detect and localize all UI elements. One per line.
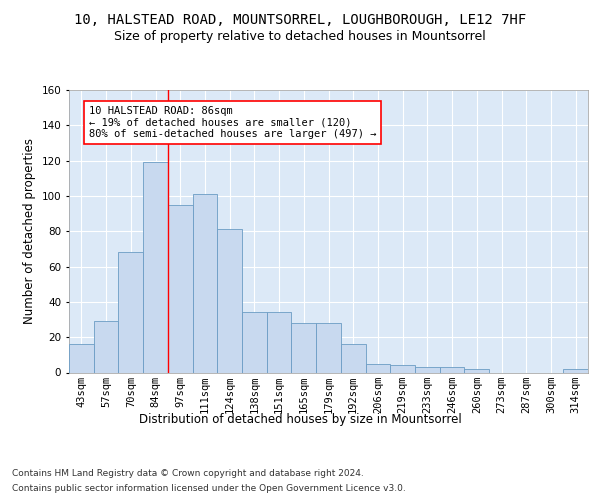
Bar <box>563 369 588 372</box>
Bar <box>267 312 292 372</box>
Bar <box>217 230 242 372</box>
Bar <box>316 323 341 372</box>
Bar <box>143 162 168 372</box>
Bar <box>341 344 365 372</box>
Text: Contains HM Land Registry data © Crown copyright and database right 2024.: Contains HM Land Registry data © Crown c… <box>12 469 364 478</box>
Text: Size of property relative to detached houses in Mountsorrel: Size of property relative to detached ho… <box>114 30 486 43</box>
Bar <box>94 322 118 372</box>
Bar <box>242 312 267 372</box>
Bar <box>415 367 440 372</box>
Bar <box>69 344 94 372</box>
Y-axis label: Number of detached properties: Number of detached properties <box>23 138 36 324</box>
Text: 10, HALSTEAD ROAD, MOUNTSORREL, LOUGHBOROUGH, LE12 7HF: 10, HALSTEAD ROAD, MOUNTSORREL, LOUGHBOR… <box>74 12 526 26</box>
Bar <box>365 364 390 372</box>
Text: Contains public sector information licensed under the Open Government Licence v3: Contains public sector information licen… <box>12 484 406 493</box>
Bar <box>464 369 489 372</box>
Bar <box>168 205 193 372</box>
Text: 10 HALSTEAD ROAD: 86sqm
← 19% of detached houses are smaller (120)
80% of semi-d: 10 HALSTEAD ROAD: 86sqm ← 19% of detache… <box>89 106 376 139</box>
Bar <box>440 367 464 372</box>
Bar <box>390 366 415 372</box>
Bar <box>292 323 316 372</box>
Text: Distribution of detached houses by size in Mountsorrel: Distribution of detached houses by size … <box>139 412 461 426</box>
Bar <box>193 194 217 372</box>
Bar <box>118 252 143 372</box>
